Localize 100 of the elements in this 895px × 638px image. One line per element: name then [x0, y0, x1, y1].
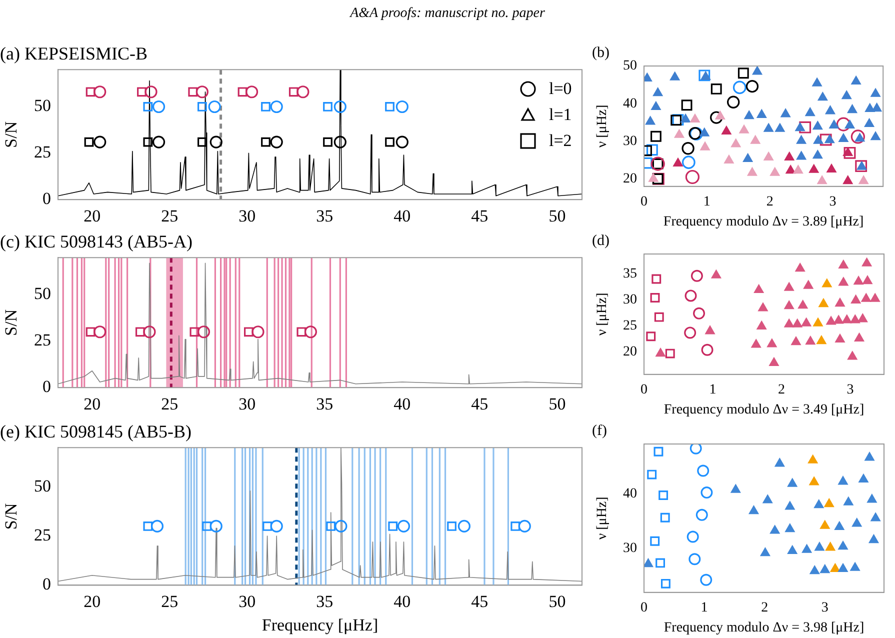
x-tick-label: 45: [471, 206, 488, 226]
point: [826, 164, 836, 173]
point: [196, 86, 208, 98]
point: [700, 574, 712, 586]
point: [396, 100, 408, 114]
point: [848, 351, 858, 360]
point: [818, 298, 828, 308]
point: [844, 497, 854, 506]
point: [385, 137, 394, 147]
point: [665, 348, 675, 358]
y-tick-label: 0: [42, 574, 51, 594]
point: [270, 136, 283, 148]
point: [690, 270, 703, 282]
point: [774, 458, 784, 467]
point: [143, 102, 153, 112]
point: [152, 100, 166, 114]
chart-title: (b): [592, 44, 610, 61]
x-tick-label: 0: [640, 382, 648, 398]
point: [855, 160, 868, 172]
point: [851, 295, 861, 304]
point: [824, 498, 834, 508]
point: [727, 96, 740, 108]
point: [838, 541, 848, 550]
point: [870, 88, 880, 97]
point: [862, 258, 872, 266]
point: [670, 72, 680, 80]
point: [86, 87, 96, 97]
x-tick-label: 0: [640, 194, 648, 210]
point: [804, 280, 814, 289]
x-tick-label: 1: [700, 600, 708, 616]
point: [843, 176, 853, 184]
point: [261, 137, 270, 147]
point: [785, 501, 795, 510]
y-tick-label: 30: [623, 134, 637, 149]
chart-title: (d): [592, 232, 610, 249]
x-axis-title: Frequency modulo Δν = 3.49 [μHz]: [664, 402, 864, 418]
point: [660, 512, 670, 522]
x-tick-label: 3: [846, 382, 854, 398]
point: [812, 78, 822, 86]
point: [712, 270, 721, 278]
x-tick-label: 45: [471, 592, 488, 611]
point: [701, 344, 714, 356]
point: [788, 478, 798, 487]
point: [646, 144, 658, 156]
point: [700, 486, 713, 499]
x-tick-label: 1: [703, 194, 710, 210]
text: A&A proofs: manuscript no. paper: [348, 6, 546, 22]
point: [784, 300, 794, 310]
point: [684, 290, 697, 302]
point: [858, 176, 868, 184]
point: [743, 154, 753, 162]
point: [818, 92, 828, 101]
point: [838, 134, 848, 142]
point: [814, 542, 824, 551]
point: [700, 142, 710, 150]
point: [731, 138, 741, 148]
y-tick-label: 25: [34, 142, 51, 162]
point: [650, 293, 660, 303]
point: [870, 294, 880, 302]
x-axis-title: Frequency [μHz]: [262, 615, 378, 634]
point: [795, 263, 805, 272]
point: [769, 358, 779, 366]
point: [654, 446, 664, 456]
point: [869, 534, 878, 544]
point: [829, 120, 839, 128]
point: [844, 146, 856, 159]
point: [834, 315, 844, 324]
point: [334, 100, 346, 114]
point: [808, 455, 818, 464]
point: [688, 553, 701, 566]
point: [848, 104, 857, 114]
y-axis-title: S/N: [2, 503, 21, 530]
point: [696, 508, 708, 521]
y-tick-label: 40: [623, 96, 637, 112]
point: [94, 136, 106, 148]
legend-label: l=1: [549, 104, 572, 125]
point: [872, 103, 882, 112]
x-tick-label: 45: [471, 394, 488, 414]
point: [805, 108, 815, 116]
point: [144, 86, 158, 98]
chart-title: (c) KIC 5098143 (AB5-A): [0, 232, 192, 252]
point: [758, 302, 768, 312]
y-tick-label: 25: [623, 318, 637, 334]
point: [752, 66, 762, 75]
point: [838, 260, 848, 269]
y-tick-label: 50: [34, 96, 51, 116]
x-tick-label: 20: [84, 206, 101, 226]
point: [809, 476, 819, 486]
y-tick-label: 35: [623, 266, 637, 282]
x-tick-label: 25: [161, 206, 178, 226]
y-tick-label: 40: [623, 486, 637, 502]
point: [738, 68, 749, 79]
y-axis-title: ν [μHz]: [595, 104, 610, 148]
point: [323, 137, 332, 147]
point: [824, 134, 834, 144]
point: [658, 490, 668, 500]
point: [261, 102, 270, 112]
point: [857, 162, 866, 170]
point: [770, 525, 780, 534]
point: [756, 321, 766, 330]
